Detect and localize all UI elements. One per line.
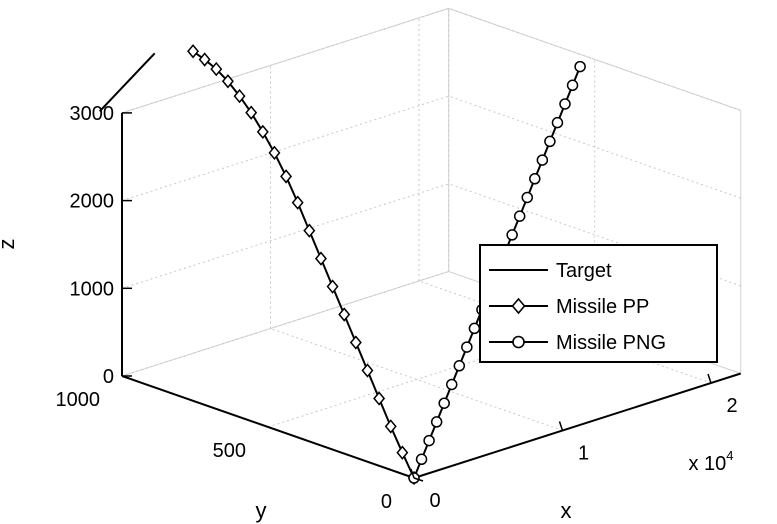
data-point-missile-pp <box>221 74 234 89</box>
z-tick-label: 2000 <box>70 191 115 213</box>
x-exponent-label: x 104 <box>688 448 733 475</box>
series-line-missile-pp <box>192 50 415 479</box>
y-tick-label: 1000 <box>56 389 101 411</box>
grid-line-z <box>121 95 449 202</box>
data-point-missile-pp <box>396 445 409 460</box>
data-point-missile-png <box>415 453 428 466</box>
grid-line-z <box>121 183 449 289</box>
x-exponent-power: 4 <box>726 448 733 463</box>
data-point-missile-png <box>513 210 526 222</box>
data-point-missile-png <box>506 229 518 241</box>
y-axis-label: y <box>256 498 267 523</box>
data-point-missile-pp <box>233 88 246 104</box>
data-point-missile-png <box>574 60 586 73</box>
data-point-missile-pp <box>326 279 339 294</box>
legend-swatch-missile-pp <box>489 297 548 315</box>
data-point-missile-png <box>536 154 549 166</box>
grid-line-z <box>121 7 449 114</box>
x-exponent-base: x 10 <box>688 453 726 475</box>
grid-line-y <box>121 271 449 377</box>
data-point-missile-pp <box>349 335 362 350</box>
z-axis-label: z <box>0 239 19 250</box>
data-point-missile-pp <box>303 223 316 238</box>
data-point-missile-png <box>566 79 579 92</box>
z-tick-label: 0 <box>103 366 114 388</box>
z-tick-label: 1000 <box>70 278 115 300</box>
x-tick-label: 2 <box>726 395 737 417</box>
z-tick-label: 3000 <box>70 103 115 125</box>
x-tick-label: 1 <box>578 443 589 465</box>
data-point-missile-png <box>544 135 556 148</box>
y-tick-label: 0 <box>381 491 392 513</box>
legend-label-target: Target <box>556 260 612 282</box>
x-axis-label: x <box>561 498 572 523</box>
data-point-missile-png <box>446 378 458 391</box>
grid-line-z <box>448 95 741 199</box>
data-point-missile-pp <box>280 169 293 184</box>
series-line-target <box>98 52 156 112</box>
x-axis-line <box>413 372 742 479</box>
data-point-missile-png <box>430 416 443 428</box>
data-point-missile-pp <box>384 419 397 434</box>
data-point-missile-pp <box>210 61 223 77</box>
grid-line-z <box>448 7 741 111</box>
data-point-missile-pp <box>338 307 351 322</box>
legend-label-missile-pp: Missile PP <box>556 296 649 318</box>
y-tick-mark <box>413 477 424 482</box>
legend-label-missile-png: Missile PNG <box>556 332 666 354</box>
y-tick-mark <box>267 426 278 431</box>
legend: Target Missile PP Missile PNG <box>479 244 718 363</box>
data-point-missile-pp <box>361 363 374 378</box>
data-point-missile-png <box>559 98 571 110</box>
data-point-missile-png <box>521 191 533 204</box>
x-tick-mark <box>410 468 415 479</box>
grid-line-x <box>418 280 712 384</box>
data-point-missile-pp <box>198 52 211 67</box>
grid-line-x <box>270 328 563 431</box>
y-tick-label: 500 <box>213 440 246 462</box>
data-point-missile-pp <box>256 124 269 140</box>
data-point-missile-pp <box>373 391 386 406</box>
data-point-missile-pp <box>291 195 304 210</box>
data-point-missile-png <box>529 173 541 185</box>
legend-swatch-missile-png <box>489 335 548 349</box>
data-point-missile-png <box>551 116 564 129</box>
data-point-missile-png <box>461 341 473 353</box>
data-point-missile-png <box>453 360 466 372</box>
x-tick-label: 0 <box>429 490 440 512</box>
data-point-missile-png <box>468 322 481 335</box>
data-point-missile-pp <box>245 105 258 120</box>
x-tick-mark <box>558 421 564 431</box>
data-point-missile-png <box>423 434 435 447</box>
data-point-missile-png <box>438 397 450 409</box>
data-point-missile-pp <box>268 145 281 160</box>
data-point-missile-pp <box>187 44 200 59</box>
x-tick-mark <box>707 373 712 384</box>
data-point-missile-pp <box>314 251 327 266</box>
